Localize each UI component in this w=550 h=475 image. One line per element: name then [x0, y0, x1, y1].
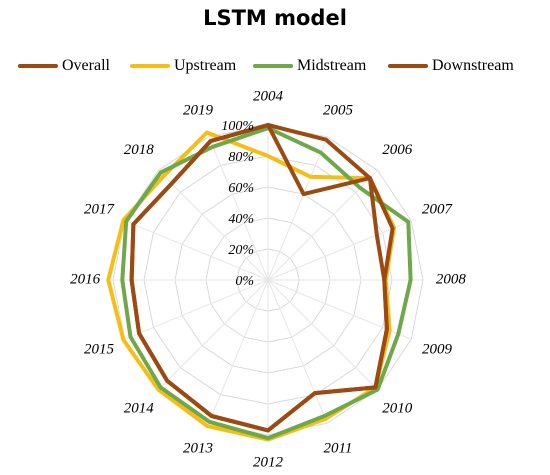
legend-swatch-overall: [18, 64, 58, 68]
grid-spoke: [158, 279, 269, 390]
grid-spoke: [124, 220, 269, 281]
legend-label-midstream: Midstream: [297, 57, 367, 74]
legend-item-downstream: Downstream: [388, 57, 514, 75]
category-label: 2005: [323, 102, 354, 118]
category-label: 2013: [183, 440, 213, 456]
category-label: 2016: [70, 271, 101, 287]
series-line-midstream: [120, 126, 413, 441]
legend-label-downstream: Downstream: [432, 57, 514, 74]
legend-item-upstream: Upstream: [130, 57, 236, 75]
category-label: 2008: [436, 271, 467, 287]
radial-tick-label: 20%: [228, 243, 254, 258]
category-label: 2012: [253, 454, 284, 470]
grid-spoke: [208, 136, 269, 281]
category-label: 2007: [422, 201, 454, 217]
grid-spoke: [124, 279, 269, 340]
legend-swatch-midstream: [253, 64, 293, 68]
legend-swatch-upstream: [130, 64, 170, 68]
grid-spoke: [267, 136, 328, 281]
category-label: 2006: [382, 142, 413, 158]
grid-spoke: [267, 279, 378, 390]
category-label: 2009: [422, 341, 453, 357]
category-label: 2018: [124, 142, 155, 158]
series-line-downstream: [129, 123, 389, 433]
radial-tick-label: 100%: [221, 119, 254, 134]
legend-item-overall: Overall: [18, 57, 110, 75]
category-label: 2017: [84, 201, 116, 217]
grid-spoke: [208, 279, 269, 424]
legend-label-overall: Overall: [62, 57, 110, 74]
legend-item-midstream: Midstream: [253, 57, 366, 75]
radial-tick-label: 60%: [228, 181, 254, 196]
grid-spoke: [267, 220, 412, 281]
chart-title: LSTM model: [203, 6, 347, 30]
category-label: 2011: [324, 440, 353, 456]
grid-spoke: [267, 279, 328, 424]
radial-tick-label: 80%: [228, 150, 254, 165]
radial-tick-label: 0%: [235, 274, 254, 289]
category-label: 2015: [84, 341, 115, 357]
category-label: 2019: [183, 102, 214, 118]
category-label: 2010: [382, 401, 413, 417]
category-label: 2004: [253, 89, 284, 105]
radial-tick-label: 40%: [228, 212, 254, 227]
category-label: 2014: [124, 401, 155, 417]
grid-spoke: [158, 170, 269, 281]
legend-swatch-downstream: [388, 64, 428, 68]
legend: Overall Upstream Midstream Downstream: [0, 57, 550, 79]
legend-label-upstream: Upstream: [174, 57, 237, 74]
